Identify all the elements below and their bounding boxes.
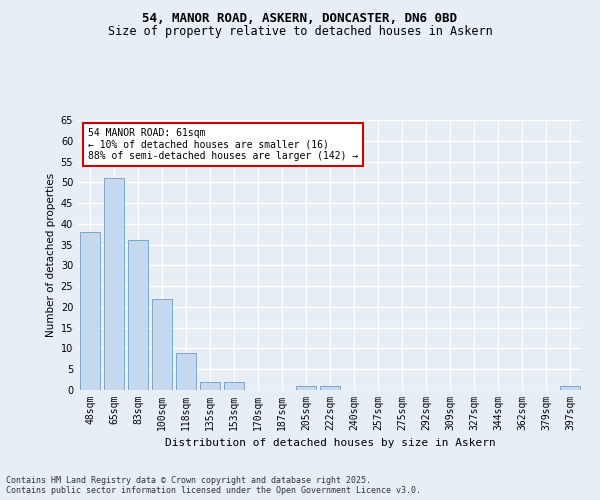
Bar [320, 386, 340, 390]
Text: 54 MANOR ROAD: 61sqm
← 10% of detached houses are smaller (16)
88% of semi-detac: 54 MANOR ROAD: 61sqm ← 10% of detached h… [88, 128, 358, 162]
Bar [200, 382, 220, 390]
Bar [152, 298, 172, 390]
Text: Contains HM Land Registry data © Crown copyright and database right 2025.
Contai: Contains HM Land Registry data © Crown c… [6, 476, 421, 495]
Text: Size of property relative to detached houses in Askern: Size of property relative to detached ho… [107, 25, 493, 38]
Text: 54, MANOR ROAD, ASKERN, DONCASTER, DN6 0BD: 54, MANOR ROAD, ASKERN, DONCASTER, DN6 0… [143, 12, 458, 26]
Bar [80, 232, 100, 390]
Text: Distribution of detached houses by size in Askern: Distribution of detached houses by size … [164, 438, 496, 448]
Bar [176, 352, 196, 390]
Bar [560, 386, 580, 390]
Bar [224, 382, 244, 390]
Bar [104, 178, 124, 390]
Bar [128, 240, 148, 390]
Bar [296, 386, 316, 390]
Y-axis label: Number of detached properties: Number of detached properties [46, 173, 56, 337]
